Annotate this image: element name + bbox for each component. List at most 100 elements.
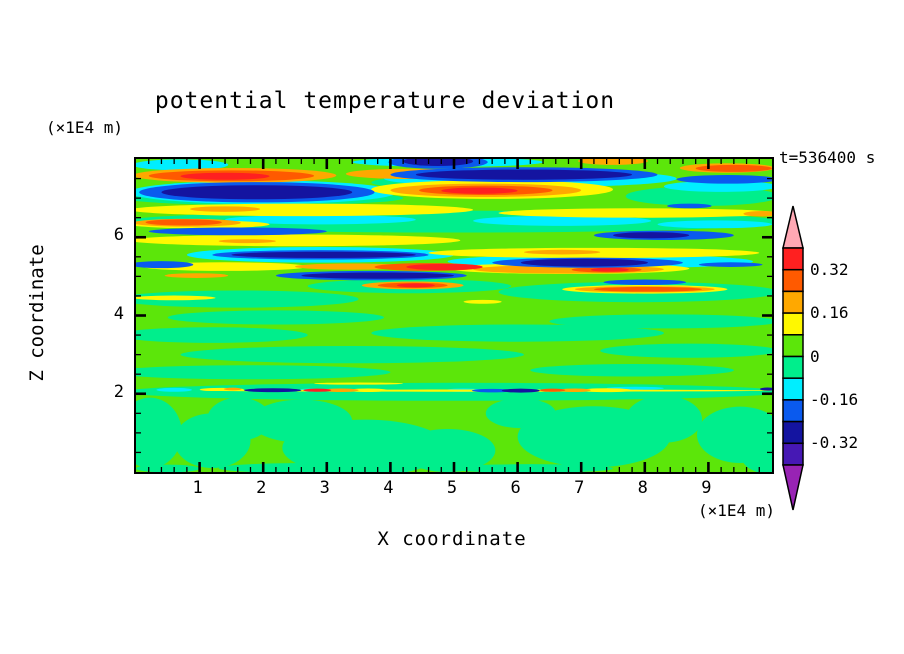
x-tick-label: 7 [574,478,585,498]
contour-blob [148,227,327,236]
contour-blob [676,175,772,184]
contour-blob [501,388,540,393]
contour-blob [600,343,772,358]
colorbar-under-arrow [782,464,804,511]
contour-blob [463,299,502,304]
colorbar-tick-label: 0.16 [810,303,849,323]
contour-blob [399,428,496,472]
contour-blob [218,239,276,244]
colorbar-segment [782,268,804,293]
contour-blob [136,397,182,469]
contour-blob [403,159,474,167]
contour-blob [180,346,524,364]
x-tick-label: 2 [256,478,267,498]
contour-blob [164,273,229,278]
contour-blob [190,206,261,212]
contour-blob [136,290,359,308]
contour-blob [539,388,566,392]
x-tick-label: 3 [319,478,330,498]
contour-blob [741,438,772,472]
contour-blob [415,169,633,180]
z-axis-unit-label: (×1E4 m) [46,118,124,137]
colorbar-tick-label: 0.32 [810,259,849,279]
contour-blob [549,314,772,329]
colorbar-segment [782,355,804,379]
contour-blob [396,283,435,288]
contour-blob [441,187,518,194]
contour-blob [759,387,772,391]
colorbar-segment [782,377,804,401]
contour-blob [581,388,633,393]
x-axis-unit-label: (×1E4 m) [697,501,775,520]
colorbar [782,205,804,511]
contour-blob [136,295,216,301]
x-tick-label: 6 [510,478,521,498]
colorbar-segment [782,399,804,423]
colorbar-segment [782,442,804,466]
contour-blob [558,388,591,392]
z-tick-label: 6 [113,225,124,246]
contour-blob [180,172,270,180]
contour-blob [695,164,772,172]
contour-blob [698,262,763,267]
contour-blob [471,388,513,393]
x-tick-label: 9 [701,478,712,498]
contour-blob [136,261,194,269]
contour-blob [303,388,332,392]
colorbar-segment [782,420,804,445]
contour-blob [603,279,687,285]
contour-blob [136,327,308,343]
contour-blob [625,395,703,443]
contour-blob [590,267,629,272]
axis-ticks-svg [136,159,772,472]
contour-blob [593,286,703,292]
chart-title: potential temperature deviation [154,88,616,114]
contour-blob [473,215,652,226]
colorbar-tick-label: 0 [810,346,820,366]
contour-blob [371,324,664,342]
contour-blob [167,310,385,325]
colorbar-over-arrow [782,205,804,249]
contour-blob [349,388,388,392]
contour-blob [322,388,359,392]
contour-blob [145,219,222,226]
z-tick-label: 4 [113,303,124,324]
contour-blob [231,251,416,258]
timestamp-label: t=536400 s [779,148,876,167]
contour-blob [498,208,772,218]
contour-blob [743,211,772,217]
contour-blob [225,214,416,225]
contour-blob [667,203,712,209]
colorbar-segment [782,247,804,271]
x-tick-label: 4 [383,478,394,498]
contour-blob [161,185,353,200]
x-tick-label: 8 [637,478,648,498]
contour-blob [523,249,601,255]
colorbar-tick-label: -0.32 [810,433,859,453]
contour-blob [613,232,690,239]
x-axis-title: X coordinate [377,528,527,550]
contour-blob [136,365,391,380]
x-tick-label: 1 [192,478,203,498]
colorbar-segment [782,312,804,336]
contour-blob [136,234,461,247]
contour-blob [663,180,772,192]
contour-blob [314,382,404,385]
colorbar-segment [782,290,804,314]
contour-blob [223,387,242,391]
contour-blob [657,220,772,229]
x-tick-label: 5 [446,478,458,498]
colorbar-tick-label: -0.16 [810,389,859,409]
z-tick-label: 2 [113,381,124,402]
contour-blob [136,464,200,472]
plot-area [134,157,774,474]
contour-blob [136,159,229,171]
contour-blob [530,364,734,377]
contour-blob [244,388,302,393]
contour-blob [406,263,483,271]
contour-blob [578,159,648,165]
colorbar-segment [782,334,804,358]
contour-blob [156,387,192,392]
contour-blob [207,397,271,441]
